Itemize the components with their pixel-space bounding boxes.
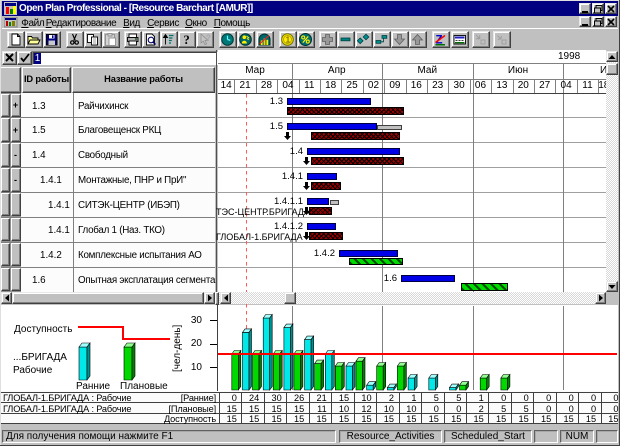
svg-text:?: ?: [184, 33, 190, 47]
svg-text:1: 1: [286, 35, 291, 44]
svg-text:?: ?: [206, 33, 211, 42]
